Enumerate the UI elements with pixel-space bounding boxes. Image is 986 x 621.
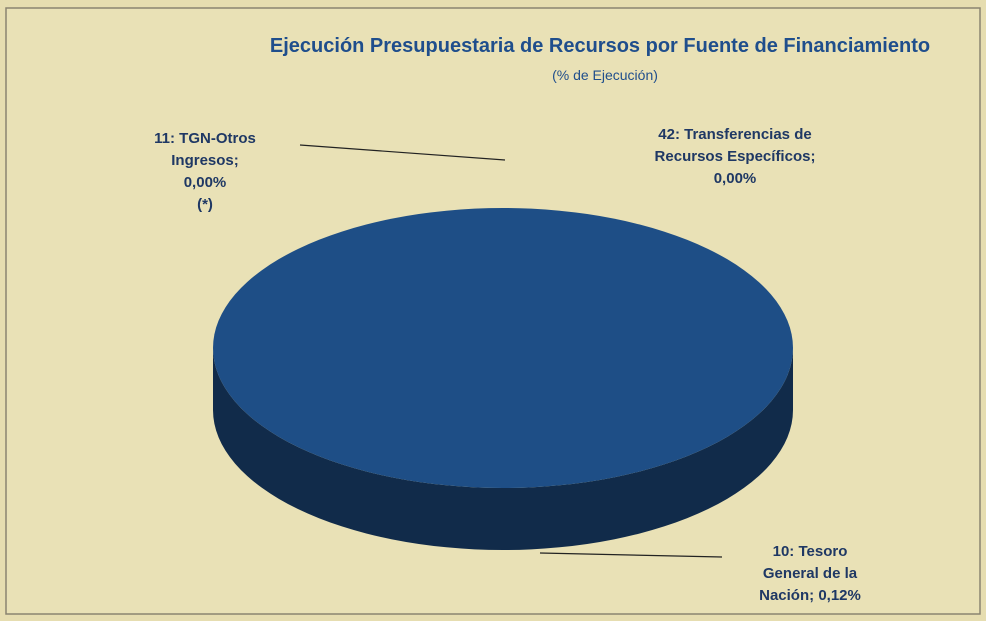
slice-side [213,348,793,550]
value-label: 0,12% [818,587,861,604]
pie [213,208,793,550]
slice-label: 42: Transferencias de Recursos Específic… [640,124,830,190]
chart-subtitle: (% de Ejecución) [552,67,658,83]
leader-line [299,144,506,161]
chart-title: Ejecución Presupuestaria de Recursos por… [270,35,930,57]
annotation: (*) [197,196,213,213]
value-label: 0,00% [183,174,227,191]
category-label: 11: TGN-Otros Ingresos; [154,130,256,169]
value-label: 0,00% [713,170,757,187]
slice-label: 10: Tesoro General de la Nación; 0,12% [745,541,875,607]
category-label: 10: Tesoro General de la Nación; [759,543,858,604]
leader-line [539,552,723,558]
slice-label: 11: TGN-Otros Ingresos; 0,00% (*) [150,128,260,216]
slice [213,208,793,488]
category-label: 42: Transferencias de Recursos Específic… [654,126,816,165]
